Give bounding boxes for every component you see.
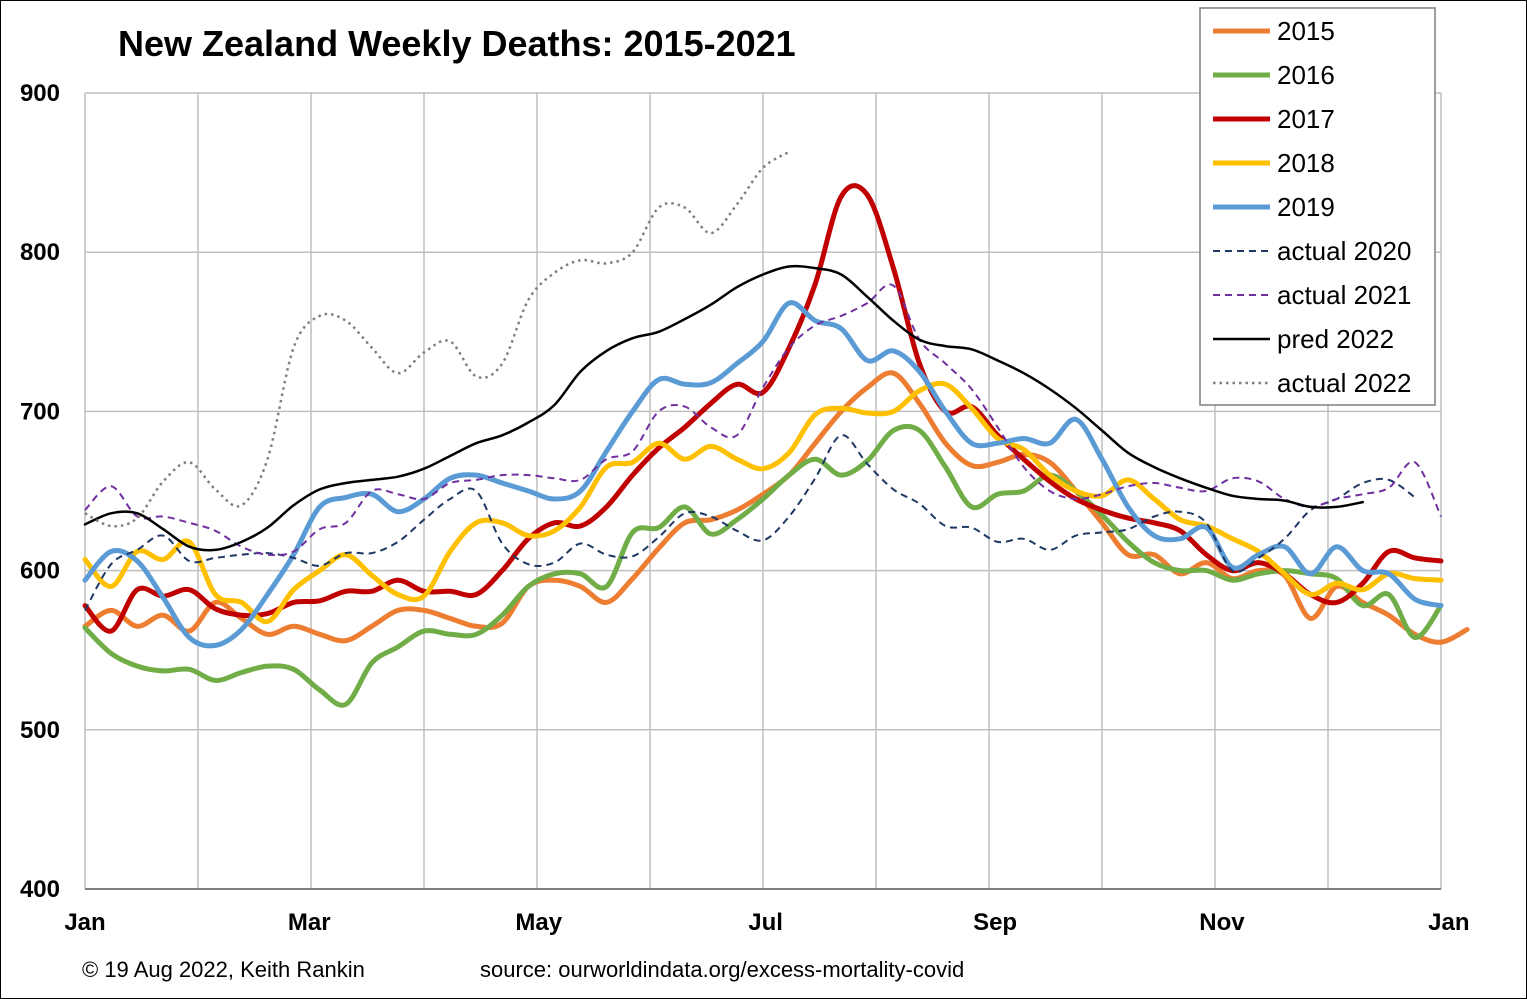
x-tick-label: Mar [288, 909, 331, 936]
chart-title: New Zealand Weekly Deaths: 2015-2021 [118, 23, 796, 64]
legend-label-2019: 2019 [1277, 192, 1335, 222]
axes: 400 500 600 700 800 900 Jan Mar May Jul Sep Nov Jan [20, 80, 1470, 936]
x-tick-label: Jan [1428, 909, 1469, 936]
series-line-2017 [82, 183, 1444, 634]
y-tick-label: 800 [20, 239, 60, 266]
x-tick-label: Sep [973, 909, 1017, 936]
series-line-pred-2022 [83, 264, 1365, 552]
legend-label-2015: 2015 [1277, 16, 1335, 46]
series-line-actual-2022 [84, 150, 790, 528]
footer-source: source: ourworldindata.org/excess-mortal… [480, 957, 964, 982]
x-tick-label: Jul [748, 909, 783, 936]
footer-copyright: © 19 Aug 2022, Keith Rankin [82, 957, 365, 982]
series-line-actual-2020 [84, 434, 1416, 611]
legend-label-pred-2022: pred 2022 [1277, 324, 1394, 354]
y-tick-label: 900 [20, 80, 60, 107]
series-line-2018 [82, 380, 1444, 625]
x-tick-label: Nov [1199, 909, 1245, 936]
legend-label-2016: 2016 [1277, 60, 1335, 90]
y-tick-label: 600 [20, 558, 60, 585]
x-tick-label: May [515, 909, 562, 936]
series-lines [82, 150, 1470, 708]
x-tick-label: Jan [64, 909, 105, 936]
legend-label-2017: 2017 [1277, 104, 1335, 134]
series-line-actual-2021 [84, 283, 1442, 557]
y-tick-label: 400 [20, 876, 60, 903]
y-tick-label: 500 [20, 717, 60, 744]
legend-label-2018: 2018 [1277, 148, 1335, 178]
legend-label-actual-2021: actual 2021 [1277, 280, 1411, 310]
series-line-2016 [82, 423, 1444, 708]
legend-label-actual-2020: actual 2020 [1277, 236, 1411, 266]
y-tick-label: 700 [20, 398, 60, 425]
legend-label-actual-2022: actual 2022 [1277, 368, 1411, 398]
legend: 2015 2016 2017 2018 2019 actual 2020 actual 20… [1199, 7, 1436, 406]
